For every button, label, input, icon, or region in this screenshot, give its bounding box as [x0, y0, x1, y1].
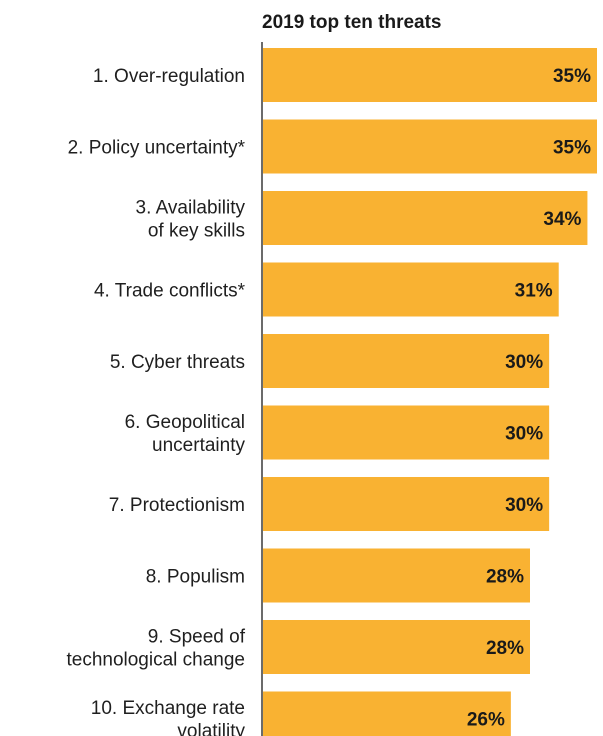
category-label-2: 2. Policy uncertainty*: [68, 138, 246, 159]
category-label-7: 7. Protectionism: [109, 495, 245, 516]
value-label-8: 28%: [486, 567, 524, 588]
category-label-line: uncertainty: [152, 435, 245, 456]
category-label-line: 3. Availability: [136, 198, 246, 219]
bar-6: [262, 405, 550, 460]
category-label-6: 6. Geopolitical uncertainty: [125, 412, 246, 456]
bar-10: [262, 691, 511, 736]
value-label-7: 30%: [505, 495, 543, 516]
category-label-10: 10. Exchange rate volatility: [91, 698, 246, 736]
bars-layer: [262, 48, 597, 736]
value-label-4: 31%: [515, 281, 553, 302]
value-label-6: 30%: [505, 424, 543, 445]
category-labels: 1. Over-regulation 2. Policy uncertainty*…: [66, 66, 245, 736]
bar-3: [262, 191, 588, 245]
category-label-line: 6. Geopolitical: [125, 412, 245, 433]
bar-9: [262, 620, 530, 674]
category-label-line: 4. Trade conflicts*: [94, 281, 246, 302]
chart-title: 2019 top ten threats: [262, 12, 442, 33]
value-label-3: 34%: [543, 209, 581, 230]
value-label-5: 30%: [505, 352, 543, 373]
value-label-1: 35%: [553, 66, 591, 87]
category-label-5: 5. Cyber threats: [110, 352, 245, 373]
value-label-10: 26%: [467, 710, 505, 731]
category-label-line: technological change: [66, 650, 245, 671]
bar-5: [262, 334, 550, 388]
bar-8: [262, 548, 530, 603]
category-label-line: of key skills: [148, 221, 245, 242]
category-label-8: 8. Populism: [146, 567, 245, 588]
value-labels: 35% 35% 34% 31% 30% 30% 30% 28% 28% 26%: [467, 66, 591, 731]
value-label-9: 28%: [486, 638, 524, 659]
value-label-2: 35%: [553, 138, 591, 159]
category-label-line: volatility: [177, 721, 245, 736]
category-label-1: 1. Over-regulation: [93, 66, 245, 87]
bar-7: [262, 477, 550, 531]
category-label-line: 5. Cyber threats: [110, 352, 245, 373]
bar-1: [262, 48, 597, 102]
bar-2: [262, 119, 597, 174]
bar-4: [262, 262, 559, 317]
category-label-line: 1. Over-regulation: [93, 66, 245, 87]
category-label-4: 4. Trade conflicts*: [94, 281, 246, 302]
category-label-line: 2. Policy uncertainty*: [68, 138, 246, 159]
category-label-line: 9. Speed of: [148, 627, 246, 648]
category-label-3: 3. Availability of key skills: [136, 198, 246, 242]
category-label-9: 9. Speed of technological change: [66, 627, 245, 671]
category-label-line: 10. Exchange rate: [91, 698, 245, 719]
category-label-line: 7. Protectionism: [109, 495, 245, 516]
category-label-line: 8. Populism: [146, 567, 245, 588]
